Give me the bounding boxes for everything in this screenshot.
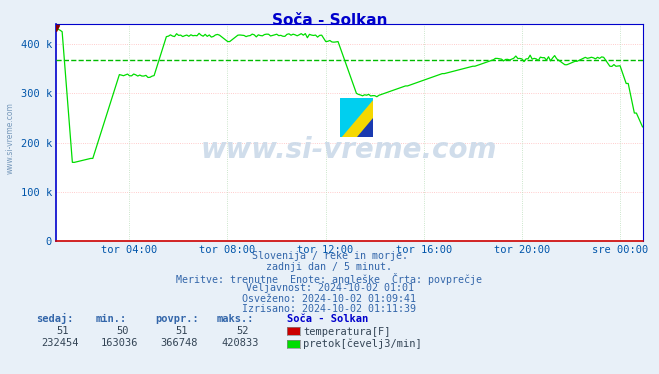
Text: 51: 51 <box>57 326 69 335</box>
Text: 420833: 420833 <box>221 338 259 348</box>
Text: Meritve: trenutne  Enote: angleške  Črta: povprečje: Meritve: trenutne Enote: angleške Črta: … <box>177 273 482 285</box>
Text: 52: 52 <box>237 326 249 335</box>
Polygon shape <box>357 117 373 137</box>
Polygon shape <box>341 98 373 137</box>
Text: Izrisano: 2024-10-02 01:11:39: Izrisano: 2024-10-02 01:11:39 <box>243 304 416 315</box>
Text: 232454: 232454 <box>42 338 79 348</box>
Text: Soča - Solkan: Soča - Solkan <box>287 315 368 324</box>
Text: sedaj:: sedaj: <box>36 313 74 324</box>
Text: 366748: 366748 <box>160 338 198 348</box>
Text: Soča - Solkan: Soča - Solkan <box>272 13 387 28</box>
Text: www.si-vreme.com: www.si-vreme.com <box>5 102 14 174</box>
Text: Osveženo: 2024-10-02 01:09:41: Osveženo: 2024-10-02 01:09:41 <box>243 294 416 304</box>
Text: min.:: min.: <box>96 315 127 324</box>
Polygon shape <box>341 98 373 137</box>
Text: 50: 50 <box>116 326 129 335</box>
Text: 163036: 163036 <box>101 338 138 348</box>
Text: povpr.:: povpr.: <box>155 315 198 324</box>
Text: Slovenija / reke in morje.: Slovenija / reke in morje. <box>252 251 407 261</box>
Text: 51: 51 <box>175 326 188 335</box>
Text: www.si-vreme.com: www.si-vreme.com <box>201 136 498 164</box>
Text: maks.:: maks.: <box>216 315 254 324</box>
Text: pretok[čevelj3/min]: pretok[čevelj3/min] <box>303 339 422 349</box>
Text: Veljavnost: 2024-10-02 01:01: Veljavnost: 2024-10-02 01:01 <box>246 283 413 294</box>
Text: zadnji dan / 5 minut.: zadnji dan / 5 minut. <box>266 262 393 272</box>
Text: temperatura[F]: temperatura[F] <box>303 327 391 337</box>
